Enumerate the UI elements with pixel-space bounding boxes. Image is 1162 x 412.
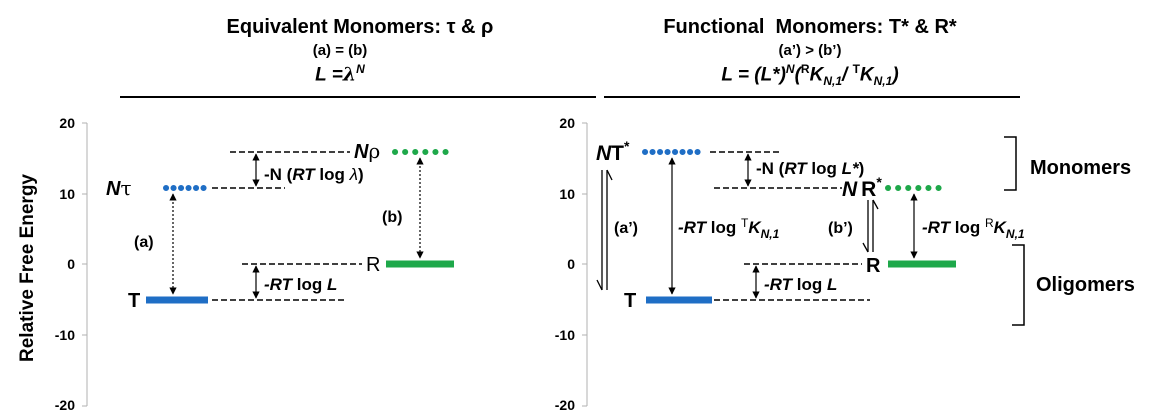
tick-label: 20 (59, 115, 75, 131)
monomer-gap-label: -N (RT log λ) (264, 165, 364, 184)
n-tau-label: Nτ (106, 176, 132, 200)
r-label: R (366, 254, 380, 276)
left-title: Equivalent Monomers: τ & ρ (226, 16, 494, 38)
n-tstar-label: NT* (596, 138, 630, 165)
arrow-b-label: (b) (382, 209, 402, 226)
right-formula: L = (L*)N(RKN,1/ TKN,1) (721, 62, 899, 89)
tick-label: -20 (55, 397, 75, 412)
y-axis-label: Relative Free Energy (17, 174, 38, 362)
arrow-b-prime-label: (b’) (828, 220, 853, 237)
t-gap-label: -RT log TKN,1 (678, 216, 780, 241)
t-label: T (128, 290, 140, 312)
tick-label: 20 (559, 115, 575, 131)
r-gap-label: -RT log RKN,1 (922, 216, 1025, 241)
right-relation: (a’) > (b’) (778, 42, 842, 59)
left-axis: 20 10 0 -10 -20 (55, 115, 88, 412)
equilibrium-b-prime-arrow (862, 199, 879, 253)
tick-label: 0 (567, 256, 575, 272)
arrow-a-label: (a) (134, 234, 154, 251)
oligomer-gap-label: -RT log L (764, 275, 837, 294)
tick-label: -10 (55, 327, 75, 343)
left-relation: (a) = (b) (312, 42, 368, 59)
oligomers-bracket (1012, 244, 1025, 326)
tick-label: -10 (555, 327, 575, 343)
left-header-rule (120, 96, 596, 98)
right-axis: 20 10 0 -10 -20 (555, 115, 588, 412)
n-rho-label: Nρ (354, 139, 380, 163)
left-formula: L =λN (315, 62, 365, 86)
monomers-label: Monomers (1030, 157, 1131, 179)
monomer-gap-label: -N (RT log L*) (756, 159, 864, 178)
n-rstar-label: N R* (842, 174, 882, 201)
oligomer-gap-label: -RT log L (264, 275, 337, 294)
t-label: T (624, 290, 636, 312)
monomers-bracket (1004, 136, 1017, 191)
arrow-a-prime-label: (a’) (614, 220, 638, 237)
tick-label: 10 (59, 186, 75, 202)
right-title: Functional Monomers: T* & R* (663, 16, 957, 38)
oligomers-label: Oligomers (1036, 274, 1135, 296)
equilibrium-a-prime-arrow (596, 169, 613, 291)
tick-label: -20 (555, 397, 575, 412)
r-label: R (866, 255, 881, 277)
tick-label: 10 (559, 186, 575, 202)
tick-label: 0 (67, 256, 75, 272)
right-header-rule (604, 96, 1020, 98)
